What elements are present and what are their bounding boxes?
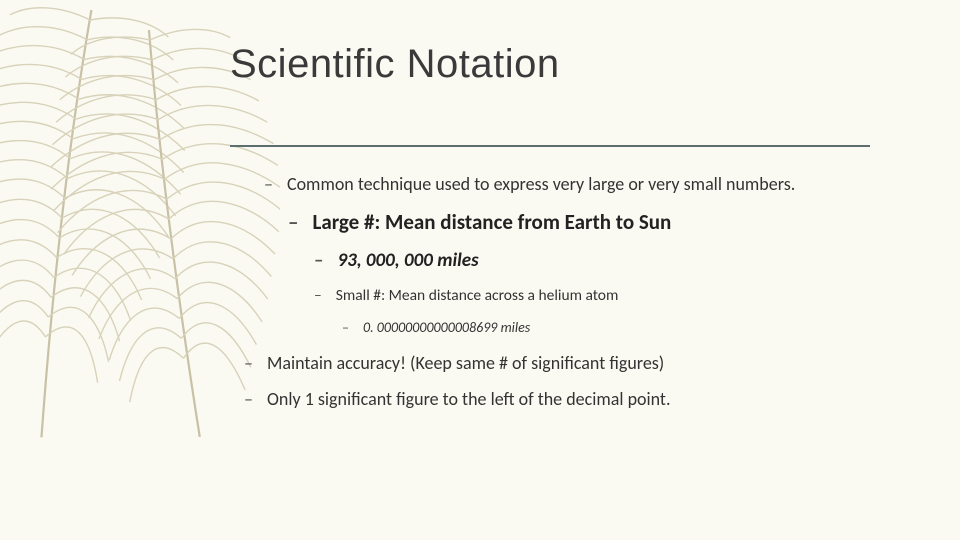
bullet-text: 93, 000, 000 miles <box>337 249 920 272</box>
bullet-list: – Common technique used to express very … <box>230 173 920 410</box>
bullet-text: Large #: Mean distance from Earth to Sun <box>312 209 920 235</box>
bullet-text: Common technique used to express very la… <box>287 173 920 195</box>
slide-content: Scientific Notation – Common technique u… <box>230 42 920 424</box>
dash-icon: – <box>288 209 298 235</box>
dash-icon: – <box>314 286 322 305</box>
dash-icon: – <box>314 249 323 272</box>
bullet-item: – Small #: Mean distance across a helium… <box>314 286 920 305</box>
dash-icon: – <box>244 352 253 374</box>
bullet-text: Maintain accuracy! (Keep same # of signi… <box>267 352 920 374</box>
bullet-item: – Only 1 significant figure to the left … <box>244 388 920 410</box>
bullet-item: – 93, 000, 000 miles <box>314 249 920 272</box>
bullet-item: – Common technique used to express very … <box>264 173 920 195</box>
bullet-item: – Large #: Mean distance from Earth to S… <box>288 209 920 235</box>
bullet-text: 0. 00000000000008699 miles <box>363 319 920 336</box>
bullet-item: – 0. 00000000000008699 miles <box>342 319 920 336</box>
dash-icon: – <box>264 173 273 195</box>
slide-title: Scientific Notation <box>230 42 920 87</box>
dash-icon: – <box>342 319 349 336</box>
bullet-text: Small #: Mean distance across a helium a… <box>336 286 920 305</box>
bullet-item: – Maintain accuracy! (Keep same # of sig… <box>244 352 920 374</box>
bullet-text: Only 1 significant figure to the left of… <box>267 388 920 410</box>
dash-icon: – <box>244 388 253 410</box>
title-underline <box>230 145 870 147</box>
